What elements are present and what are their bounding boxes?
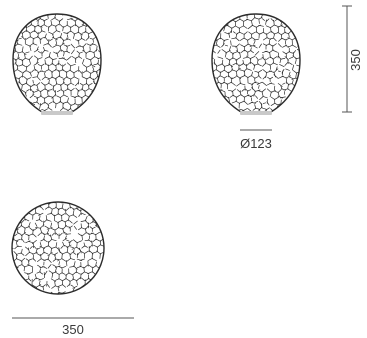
cell-edges: [13, 14, 101, 112]
cell-pattern-left: [13, 14, 101, 112]
lamp-front-view-left: [12, 13, 102, 115]
height-label: 350: [348, 49, 363, 71]
lamp-front-view-right: [211, 13, 301, 115]
cell-edges: [12, 202, 104, 294]
height-dimension: 350: [342, 5, 363, 113]
base-diameter-dimension: Ø123: [240, 129, 272, 151]
cell-pattern-right: [212, 14, 300, 112]
lamp-base-left: [41, 111, 73, 115]
cell-pattern-top: [12, 202, 104, 294]
lamp-outline-top: [11, 201, 105, 295]
width-label: 350: [62, 322, 84, 337]
lamp-top-view: [11, 201, 105, 295]
lamp-base-right: [240, 111, 272, 115]
lamp-outline-left: [12, 13, 102, 113]
base-diameter-label: Ø123: [240, 136, 272, 151]
cell-edges: [212, 14, 300, 112]
width-dimension: 350: [12, 317, 134, 337]
